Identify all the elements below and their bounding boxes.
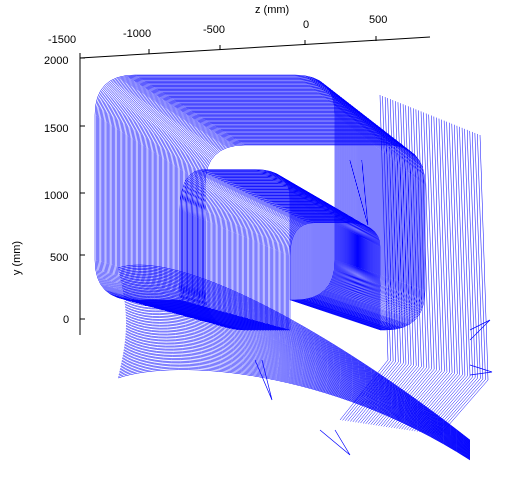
arch-loop	[150, 110, 381, 316]
lobe-line	[125, 322, 471, 451]
side-band	[398, 118, 448, 430]
side-band	[434, 132, 484, 435]
arch-loop	[146, 107, 378, 315]
side-band	[370, 107, 420, 425]
side-band	[383, 112, 432, 427]
side-band	[419, 126, 468, 433]
arch-loop	[159, 115, 388, 318]
lobe-line	[124, 338, 471, 455]
side-band	[350, 99, 399, 422]
z-tick-label: 0	[303, 19, 309, 31]
arch-loop	[145, 106, 377, 315]
side-band	[344, 97, 394, 421]
arch-loop	[172, 124, 399, 322]
side-band	[360, 103, 409, 424]
arch-loop	[180, 129, 406, 324]
side-band	[396, 117, 445, 429]
side-band	[380, 111, 430, 427]
spike-line	[254, 359, 273, 401]
z-axis-label: z (mm)	[255, 4, 289, 16]
side-band	[424, 128, 473, 433]
arch-loop	[168, 121, 396, 321]
arch-loop	[144, 106, 376, 314]
arch-loop	[181, 129, 407, 324]
side-band	[403, 120, 453, 430]
side-band	[414, 124, 463, 432]
side-band	[362, 104, 412, 424]
side-band	[411, 123, 461, 431]
y-tick-label: 0	[63, 314, 69, 326]
side-band	[352, 100, 402, 423]
spike-line	[469, 364, 493, 376]
side-band	[375, 109, 425, 426]
arch-loop	[149, 109, 380, 316]
side-band	[388, 114, 437, 428]
y-axis-label: y (mm)	[11, 241, 23, 275]
arch-loop	[162, 118, 391, 319]
arch-loop	[203, 143, 425, 330]
spike-line	[319, 429, 351, 456]
y-tick-label: 1500	[44, 123, 68, 135]
arch-loop	[157, 114, 387, 318]
y-tick-label: 1000	[44, 190, 68, 202]
z-axis-line	[79, 36, 431, 59]
z-tick-label: -1500	[48, 34, 76, 46]
side-band	[393, 116, 443, 429]
y-axis-ticks: 2000 1500 1000 500 0 y (mm)	[11, 55, 85, 326]
spike-line	[469, 319, 491, 341]
y-tick-label: 2000	[44, 55, 68, 67]
arch-loop	[170, 122, 397, 321]
lobe-line	[117, 369, 471, 461]
arch-loop	[176, 126, 402, 323]
arch-loop	[175, 125, 401, 323]
side-band	[416, 125, 466, 432]
arch-loop	[204, 144, 426, 331]
arch-loop	[160, 116, 389, 319]
side-band	[339, 94, 389, 421]
side-band	[406, 121, 455, 431]
side-band	[342, 96, 391, 421]
side-band	[421, 127, 471, 433]
arch-loop	[171, 123, 398, 322]
side-band	[373, 108, 422, 426]
side-band	[401, 119, 450, 430]
side-band	[437, 133, 486, 435]
side-band	[347, 98, 396, 422]
side-band	[429, 130, 478, 434]
y-tick-label: 500	[50, 252, 68, 264]
arch-loop	[154, 112, 384, 317]
axes	[79, 36, 431, 335]
side-band	[385, 113, 435, 428]
z-tick-label: -1000	[123, 28, 151, 40]
side-band	[355, 101, 404, 423]
arch-loop	[202, 143, 424, 330]
z-tick-label: 500	[369, 14, 387, 26]
arch-loop	[142, 105, 375, 314]
side-band	[391, 115, 440, 428]
side-band	[409, 122, 458, 431]
arch-loop	[178, 128, 405, 324]
spike-line	[349, 159, 369, 226]
side-band	[378, 110, 427, 426]
side-band	[432, 131, 481, 435]
z-tick-label: -500	[203, 24, 225, 36]
arch-loop	[201, 142, 423, 330]
side-band	[368, 106, 417, 425]
side-band	[365, 105, 414, 425]
arch-loop	[177, 127, 404, 323]
wireframe-mesh	[94, 74, 493, 461]
arch-loop	[152, 111, 383, 317]
side-band	[426, 129, 476, 434]
z-axis-ticks: -1500 -1000 -500 0 500 z (mm)	[48, 4, 387, 58]
side-band	[357, 102, 407, 423]
side-band	[439, 134, 489, 436]
